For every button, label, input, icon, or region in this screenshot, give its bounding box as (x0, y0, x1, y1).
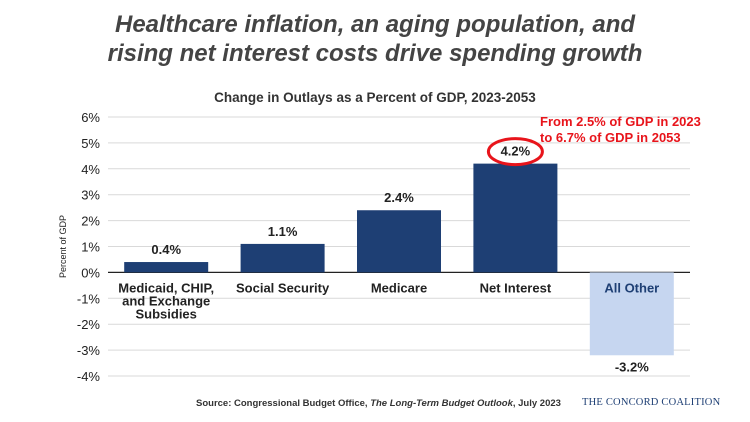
y-tick-label: 6% (81, 110, 100, 125)
category-label: Social Security (236, 280, 330, 295)
bar (240, 243, 325, 273)
y-tick-label: 5% (81, 136, 100, 151)
data-label: 2.4% (384, 190, 414, 205)
y-tick-label: -2% (77, 317, 101, 332)
data-label: 1.1% (268, 224, 298, 239)
y-tick-label: 3% (81, 188, 100, 203)
annotation-ellipse (486, 137, 544, 167)
y-tick-label: 1% (81, 240, 100, 255)
y-tick-label: -3% (77, 343, 101, 358)
y-tick-label: 4% (81, 162, 100, 177)
brand-logo: THE CONCORD COALITION (582, 397, 721, 408)
bar (124, 262, 209, 273)
data-label: 4.2% (501, 144, 531, 159)
source-title: The Long-Term Budget Outlook (370, 398, 513, 409)
category-label: Net Interest (480, 280, 552, 295)
y-tick-label: 2% (81, 214, 100, 229)
category-label: Subsidies (135, 306, 196, 321)
annotation-text: to 6.7% of GDP in 2053 (540, 130, 681, 145)
source-prefix: Source: Congressional Budget Office, (196, 398, 371, 409)
category-label: All Other (604, 280, 659, 295)
category-label: Medicare (371, 280, 427, 295)
category-label: and Exchange (122, 293, 210, 308)
y-tick-label: -1% (77, 291, 101, 306)
y-tick-label: -4% (77, 369, 101, 384)
chart-title: Change in Outlays as a Percent of GDP, 2… (214, 90, 536, 105)
y-tick-label: 0% (81, 265, 100, 280)
bar (357, 210, 441, 273)
data-label: -3.2% (615, 359, 649, 374)
annotation-text: From 2.5% of GDP in 2023 (540, 114, 701, 129)
source-suffix: , July 2023 (512, 398, 561, 409)
headline: Healthcare inflation, an aging populatio… (0, 10, 750, 68)
bar (589, 272, 674, 356)
category-label: Medicaid, CHIP, (118, 280, 214, 295)
data-label: 0.4% (151, 242, 181, 257)
source-note: Source: Congressional Budget Office, The… (196, 398, 561, 409)
y-axis-label: Percent of GDP (58, 215, 68, 278)
headline-line-2: rising net interest costs drive spending… (107, 40, 643, 67)
headline-line-1: Healthcare inflation, an aging populatio… (114, 11, 636, 38)
bar (473, 163, 558, 273)
